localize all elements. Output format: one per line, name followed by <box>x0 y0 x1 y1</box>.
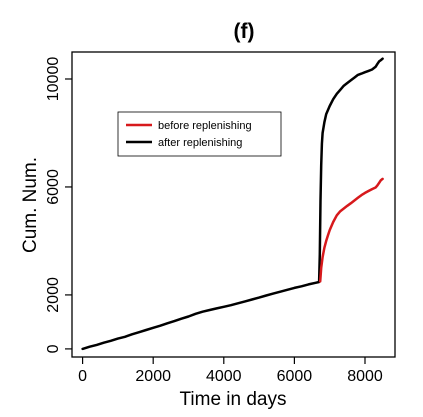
x-tick-label: 4000 <box>206 368 242 385</box>
x-tick-label: 6000 <box>277 368 313 385</box>
y-tick-label: 10000 <box>45 57 62 102</box>
series-line-after-replenishing <box>81 57 384 351</box>
y-tick-label: 2000 <box>45 277 62 313</box>
x-tick-label: 8000 <box>347 368 383 385</box>
x-tick-label: 0 <box>78 368 87 385</box>
legend-label-before-replenishing: before replenishing <box>158 120 252 132</box>
series-line-before-replenishing <box>318 177 384 283</box>
y-tick-label: 0 <box>45 344 62 353</box>
y-axis-label: Cum. Num. <box>20 157 41 253</box>
x-axis-label: Time in days <box>180 389 287 410</box>
series-layer <box>81 57 384 351</box>
legend: before replenishing after replenishing <box>117 111 282 157</box>
x-tick-label: 2000 <box>135 368 171 385</box>
legend-label-after-replenishing: after replenishing <box>158 137 242 149</box>
y-tick-label: 6000 <box>45 169 62 205</box>
plot-frame <box>71 51 396 358</box>
axes: 0 2000 4000 6000 8000 0 2000 6000 10000 <box>45 57 383 385</box>
legend-box <box>117 111 282 157</box>
chart-title: (f) <box>234 20 255 43</box>
